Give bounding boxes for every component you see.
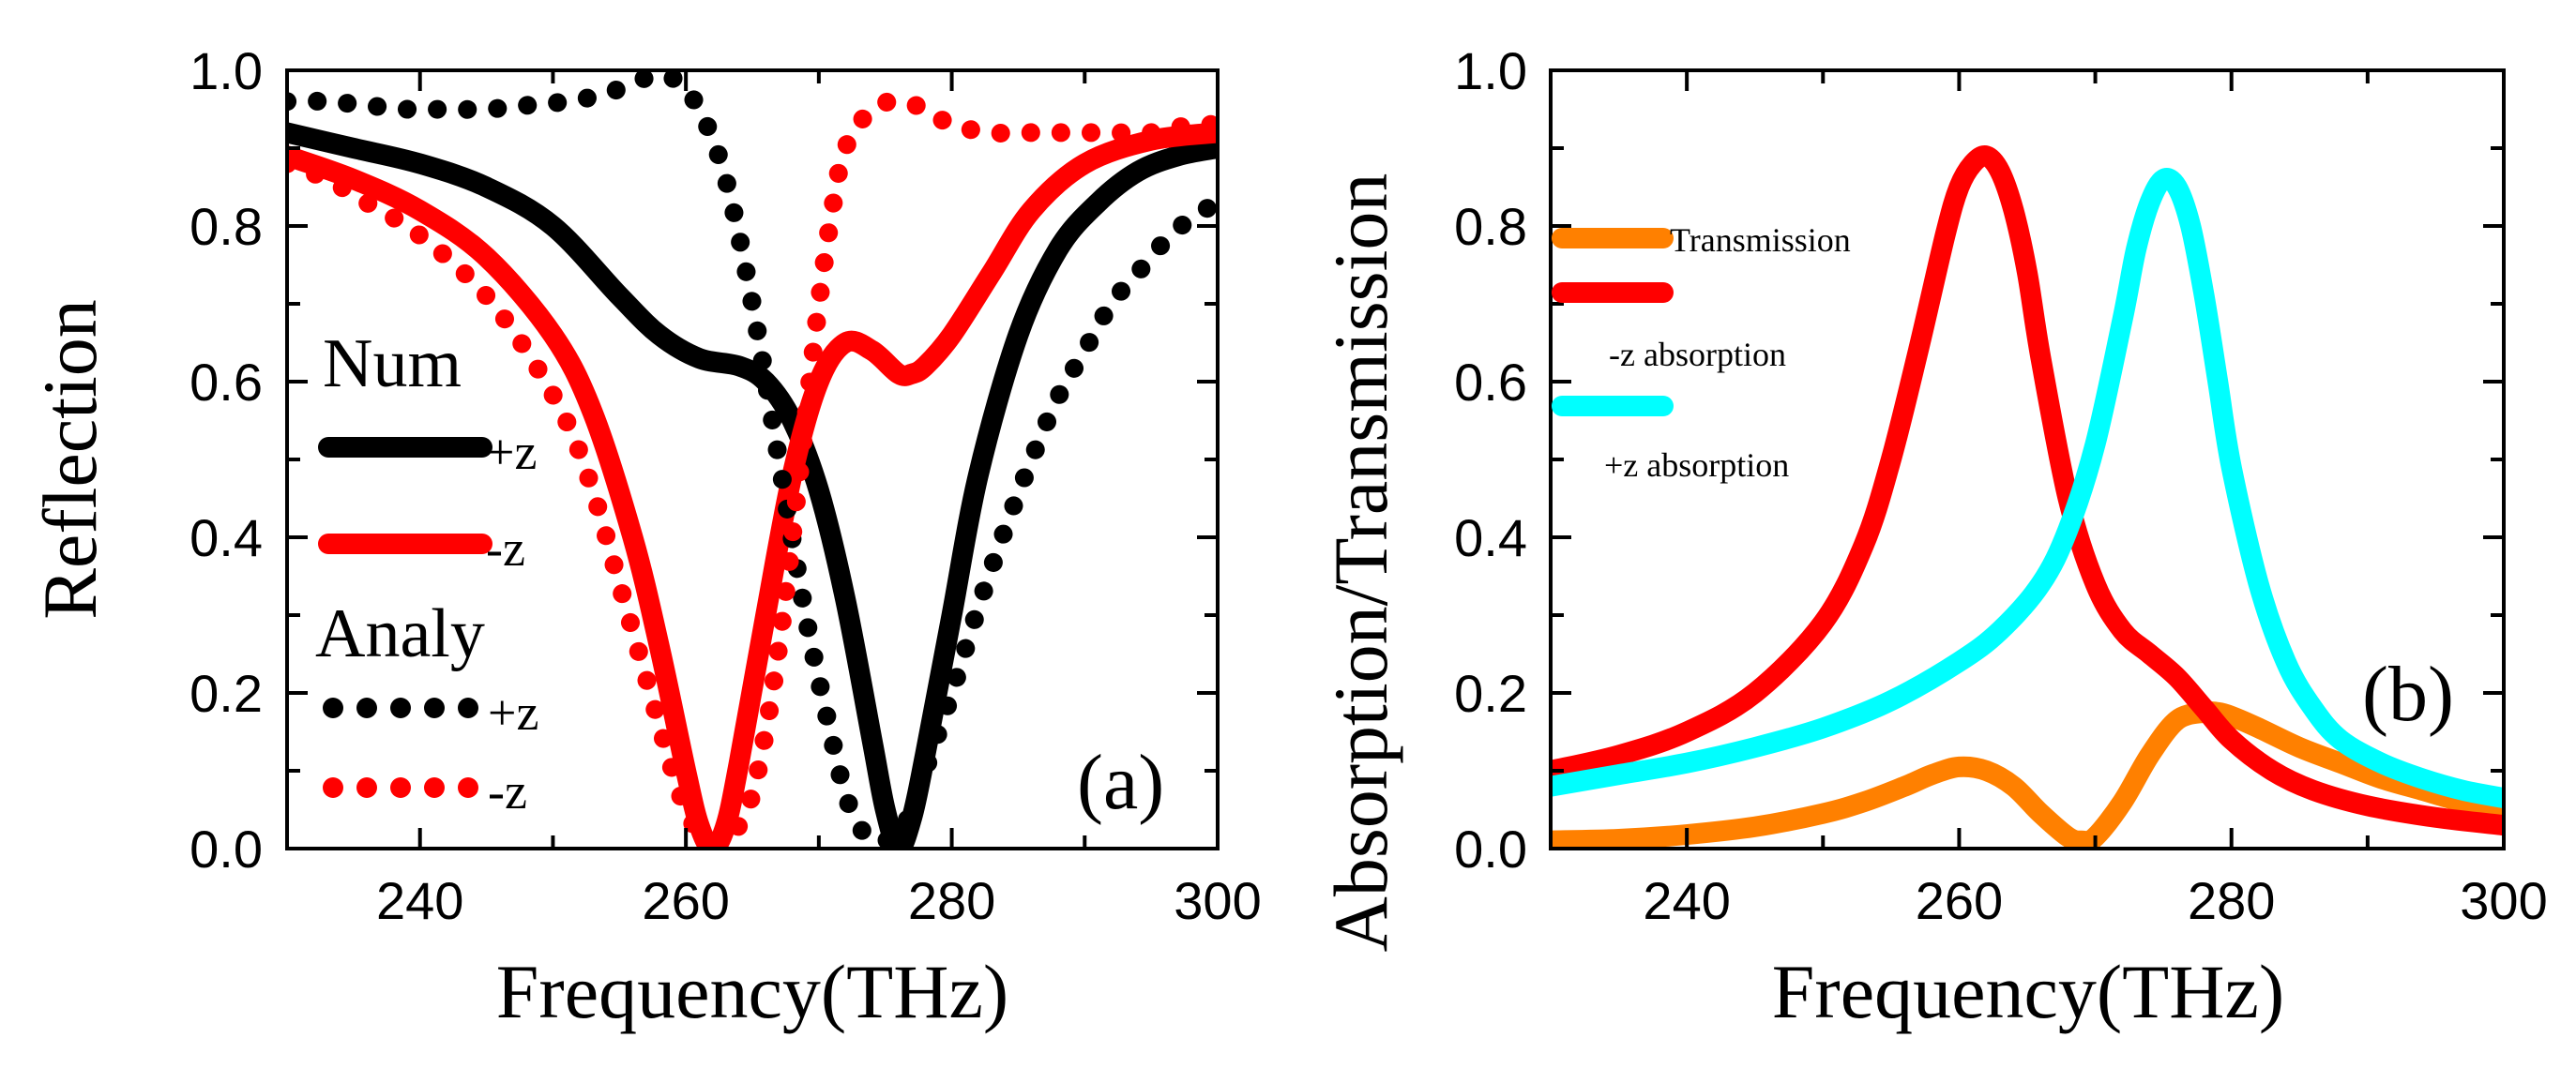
y-tick-label-b-0.4: 0.4: [1454, 508, 1527, 567]
legend-b-label-minus-z-absorption: -z absorption: [1609, 336, 1786, 373]
series-a-num-minus-z: [287, 122, 1218, 849]
panel-a-label: (a): [1077, 739, 1164, 826]
panel-b: 240 260 280 300 0.0 0.2 0.4 0.6 0.8 1.0 Transmiss…: [1318, 41, 2548, 1034]
legend-a-swatch-analy-minus-z: [323, 777, 478, 798]
panel-a-ticks: 240 260 280 300 0.0 0.2 0.4 0.6 0.8 1.0: [189, 41, 1262, 930]
legend-a-label-analy-plus-z: +z: [488, 684, 538, 741]
panel-a-series: [287, 70, 1218, 849]
legend-dot: [390, 777, 411, 798]
legend-a-label-analy-minus-z: -z: [488, 763, 527, 820]
legend-dot: [323, 777, 343, 798]
legend-a-label-num-plus-z: +z: [486, 424, 537, 480]
x-tick-label-b-300: 300: [2460, 871, 2547, 930]
y-tick-label-b-0.6: 0.6: [1454, 353, 1527, 412]
series-a-num-plusminus-z: [287, 122, 1218, 849]
y-tick-label-a-0.0: 0.0: [189, 820, 263, 879]
panel-b-label: (b): [2362, 651, 2454, 738]
panel-a: 240 260 280 300 0.0 0.2 0.4 0.6 0.8 1.0 Num +z -z…: [27, 41, 1262, 1034]
panel-a-y-axis-label: Reflection: [27, 299, 113, 620]
panel-b-legend: Transmission -z absorption +z absorption: [1552, 221, 1851, 484]
y-tick-label-a-0.4: 0.4: [189, 508, 263, 567]
series-a-analy-minus-z: [287, 92, 1218, 849]
legend-a-swatch-analy-plus-z: [323, 698, 478, 718]
panel-a-legend: Num +z -z Analy +z -z: [315, 325, 538, 820]
x-tick-label-a-300: 300: [1174, 871, 1261, 930]
legend-dot: [458, 777, 478, 798]
panel-b-x-axis-label: Frequency(THz): [1772, 949, 2284, 1034]
legend-dot: [323, 698, 343, 718]
y-tick-label-a-0.6: 0.6: [189, 353, 263, 412]
y-tick-label-b-0.2: 0.2: [1454, 664, 1527, 723]
legend-dot: [424, 777, 445, 798]
x-tick-label-a-280: 280: [908, 871, 995, 930]
x-tick-label-a-240: 240: [376, 871, 463, 930]
series-a-analy-plusminus-z: [287, 70, 1218, 849]
legend-b-label-transmission: Transmission: [1670, 221, 1851, 259]
legend-dot: [356, 698, 377, 718]
x-tick-label-b-240: 240: [1643, 871, 1730, 930]
y-tick-label-b-0.8: 0.8: [1454, 197, 1527, 256]
x-tick-label-a-260: 260: [642, 871, 729, 930]
legend-dot: [424, 698, 445, 718]
y-tick-label-b-0.0: 0.0: [1454, 820, 1527, 879]
y-tick-label-a-1.0: 1.0: [189, 41, 263, 100]
panel-b-series: [1551, 145, 2504, 849]
x-tick-label-b-260: 260: [1916, 871, 2003, 930]
legend-b-label-plus-z-absorption: +z absorption: [1604, 446, 1789, 484]
legend-dot: [356, 777, 377, 798]
series-b-transmission: [1551, 701, 2504, 849]
x-tick-label-b-280: 280: [2188, 871, 2275, 930]
legend-a-label-num-minus-z: -z: [486, 520, 525, 577]
series-b-plusminus-z-absorption: [1551, 168, 2504, 808]
legend-dot: [458, 698, 478, 718]
series-b-minus-z-absorption: [1551, 145, 2504, 836]
y-tick-label-a-0.8: 0.8: [189, 197, 263, 256]
y-tick-label-a-0.2: 0.2: [189, 664, 263, 723]
legend-a-title-num: Num: [323, 325, 462, 402]
panel-b-ticks: 240 260 280 300 0.0 0.2 0.4 0.6 0.8 1.0: [1454, 41, 2548, 930]
legend-dot: [390, 698, 411, 718]
y-tick-label-b-1.0: 1.0: [1454, 41, 1527, 100]
panel-b-y-axis-label: Absorption/Transmission: [1318, 173, 1403, 953]
legend-a-title-analy: Analy: [315, 595, 485, 672]
panel-a-x-axis-label: Frequency(THz): [496, 949, 1008, 1034]
